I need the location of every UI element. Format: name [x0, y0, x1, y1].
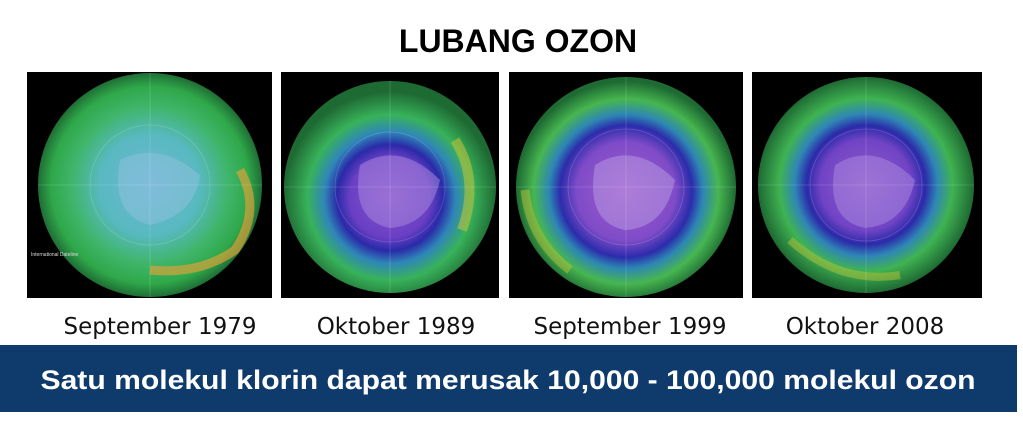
title: LUBANG OZON [399, 23, 637, 59]
banner-text: Satu molekul klorin dapat merusak 10,000… [41, 365, 976, 395]
continent [358, 155, 440, 228]
continent [118, 152, 200, 225]
caption: Oktober 1989 [317, 314, 476, 340]
caption: September 1979 [64, 314, 257, 340]
caption: September 1999 [534, 314, 727, 340]
banner-bg [0, 345, 1017, 412]
continent [833, 155, 915, 228]
band [520, 189, 573, 274]
image-note: International Dateline [31, 252, 78, 258]
caption: Oktober 2008 [786, 314, 945, 340]
continent [593, 155, 675, 230]
band [450, 137, 475, 232]
band [787, 237, 901, 281]
band [149, 167, 255, 276]
